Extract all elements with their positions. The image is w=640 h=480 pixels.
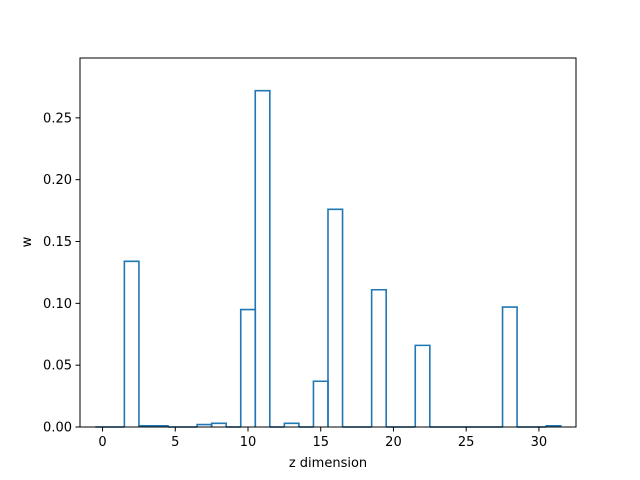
- bar-19: [370, 288, 387, 427]
- x-axis-label: z dimension: [289, 456, 367, 471]
- y-axis-ticks: 0.00 0.05 0.10 0.15 0.20 0.25: [43, 111, 80, 436]
- bar-11: [254, 89, 271, 427]
- y-tick-label-3: 0.15: [43, 235, 72, 250]
- x-tick-label-0: 0: [98, 435, 106, 450]
- x-tick-label-15: 15: [312, 435, 329, 450]
- bar-2: [123, 260, 140, 427]
- x-tick-label-20: 20: [385, 435, 402, 450]
- bar-22: [414, 344, 431, 427]
- x-tick-label-25: 25: [458, 435, 475, 450]
- y-tick-label-1: 0.05: [43, 359, 72, 374]
- bar-16: [327, 208, 344, 427]
- plot-frame: [79, 57, 577, 428]
- y-tick-label-0: 0.00: [43, 421, 72, 436]
- y-tick-label-4: 0.20: [43, 173, 72, 188]
- x-tick-label-10: 10: [240, 435, 257, 450]
- bar-13: [283, 422, 300, 427]
- bar-8: [210, 422, 227, 427]
- bar-31: [545, 424, 562, 427]
- x-tick-label-30: 30: [531, 435, 548, 450]
- x-axis-ticks: 0 5 10 15 20 25 30: [98, 427, 547, 450]
- bar-28: [501, 306, 518, 427]
- y-axis-label: w: [20, 236, 35, 247]
- plot-area: [79, 57, 577, 428]
- x-tick-label-5: 5: [171, 435, 179, 450]
- y-tick-label-2: 0.10: [43, 297, 72, 312]
- y-tick-label-5: 0.25: [43, 111, 72, 126]
